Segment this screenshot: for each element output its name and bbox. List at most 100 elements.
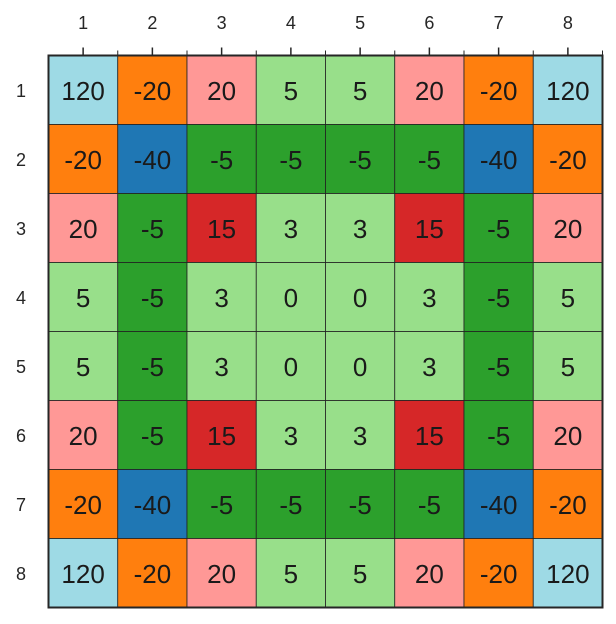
heatmap-cell	[186, 331, 257, 401]
cell-value-label: 0	[284, 283, 298, 313]
heatmap-cell	[48, 193, 119, 263]
cell-value-label: 3	[284, 421, 298, 451]
heatmap-cell	[325, 55, 396, 125]
x-tick-label: 3	[217, 13, 227, 33]
heatmap-cell	[255, 262, 326, 332]
cell-value-label: 3	[214, 352, 228, 382]
cell-value-label: -40	[480, 145, 518, 175]
heatmap-cell	[394, 193, 465, 263]
cell-value-label: 3	[422, 352, 436, 382]
cell-value-label: 3	[214, 283, 228, 313]
cell-value-label: 120	[61, 559, 104, 589]
heatmap-cell	[325, 538, 396, 608]
cell-value-label: 0	[353, 283, 367, 313]
cell-value-label: -20	[64, 490, 102, 520]
cell-value-label: -5	[141, 352, 164, 382]
heatmap-cell	[255, 55, 326, 125]
cell-value-label: -5	[141, 421, 164, 451]
heatmap-cell	[532, 469, 603, 539]
cell-value-label: 20	[207, 559, 236, 589]
cell-value-label: -5	[487, 421, 510, 451]
heatmap-cell	[532, 538, 603, 608]
cell-value-label: 15	[415, 214, 444, 244]
cell-value-label: 20	[207, 76, 236, 106]
y-tick-label: 2	[16, 150, 26, 170]
cell-value-label: 20	[415, 559, 444, 589]
heatmap-cell	[255, 124, 326, 194]
y-tick-label: 1	[16, 81, 26, 101]
heatmap-cell	[48, 469, 119, 539]
cell-value-label: -40	[134, 145, 172, 175]
x-tick-label: 5	[355, 13, 365, 33]
cell-value-label: -20	[480, 559, 518, 589]
cell-value-label: 5	[561, 283, 575, 313]
heatmap-cell	[117, 400, 188, 470]
heatmap-cell	[394, 55, 465, 125]
y-axis-ticks: 1 2 3 4 5 6 7 8	[16, 81, 26, 584]
x-tick-label: 1	[78, 13, 88, 33]
cell-value-label: 20	[415, 76, 444, 106]
cell-value-label: 20	[69, 421, 98, 451]
y-tick-label: 4	[16, 288, 26, 308]
heatmap-cell	[325, 124, 396, 194]
x-axis-ticks: 1 2 3 4 5 6 7 8	[78, 13, 603, 56]
heatmap-cell	[532, 55, 603, 125]
cell-value-label: -5	[418, 145, 441, 175]
cell-value-label: 3	[422, 283, 436, 313]
heatmap-cell	[325, 262, 396, 332]
cell-value-label: -5	[210, 490, 233, 520]
heatmap-cell	[394, 469, 465, 539]
heatmap-cell	[255, 331, 326, 401]
heatmap-cell	[117, 469, 188, 539]
cell-value-label: -5	[279, 145, 302, 175]
cell-value-label: 5	[284, 559, 298, 589]
cell-value-label: -5	[349, 490, 372, 520]
heatmap-cell	[186, 469, 257, 539]
heatmap-cell	[325, 400, 396, 470]
cell-value-label: -5	[487, 214, 510, 244]
cell-value-label: -20	[480, 76, 518, 106]
plot-frame	[47, 54, 604, 609]
heatmap-cells: 120 -20 20 5 5 20 -20 120 -20 -40 -5 -5 -5 -5 -40 -20 20…	[48, 55, 603, 608]
cell-value-label: -40	[480, 490, 518, 520]
cell-value-label: 20	[553, 214, 582, 244]
x-tick-label: 6	[424, 13, 434, 33]
heatmap-cell	[117, 124, 188, 194]
cell-value-label: -5	[279, 490, 302, 520]
heatmap-cell	[394, 400, 465, 470]
heatmap-cell	[532, 400, 603, 470]
y-tick-label: 6	[16, 426, 26, 446]
cell-value-label: -40	[134, 490, 172, 520]
x-tick-label: 2	[147, 13, 157, 33]
cell-value-label: -5	[349, 145, 372, 175]
cell-value-label: 5	[353, 76, 367, 106]
x-tick-label: 8	[563, 13, 573, 33]
cell-value-label: 120	[61, 76, 104, 106]
cell-value-label: 20	[69, 214, 98, 244]
heatmap-cell	[186, 400, 257, 470]
heatmap-cell	[48, 55, 119, 125]
cell-value-label: 0	[353, 352, 367, 382]
cell-value-label: 3	[284, 214, 298, 244]
cell-value-label: 5	[76, 283, 90, 313]
heatmap-cell	[463, 331, 534, 401]
heatmap-cell	[532, 124, 603, 194]
cell-value-label: -20	[549, 490, 587, 520]
cell-value-label: -20	[134, 559, 172, 589]
heatmap-cell	[186, 193, 257, 263]
x-tick-label: 7	[494, 13, 504, 33]
heatmap-cell	[48, 262, 119, 332]
heatmap-cell	[394, 331, 465, 401]
heatmap-cell	[463, 262, 534, 332]
heatmap-cell	[325, 331, 396, 401]
cell-value-label: -5	[418, 490, 441, 520]
cell-value-label: 3	[353, 421, 367, 451]
cell-value-label: 5	[284, 76, 298, 106]
heatmap-cell	[255, 193, 326, 263]
y-tick-label: 8	[16, 564, 26, 584]
cell-value-label: -5	[141, 283, 164, 313]
cell-value-label: -5	[141, 214, 164, 244]
heatmap-cell	[463, 400, 534, 470]
heatmap-cell	[532, 331, 603, 401]
